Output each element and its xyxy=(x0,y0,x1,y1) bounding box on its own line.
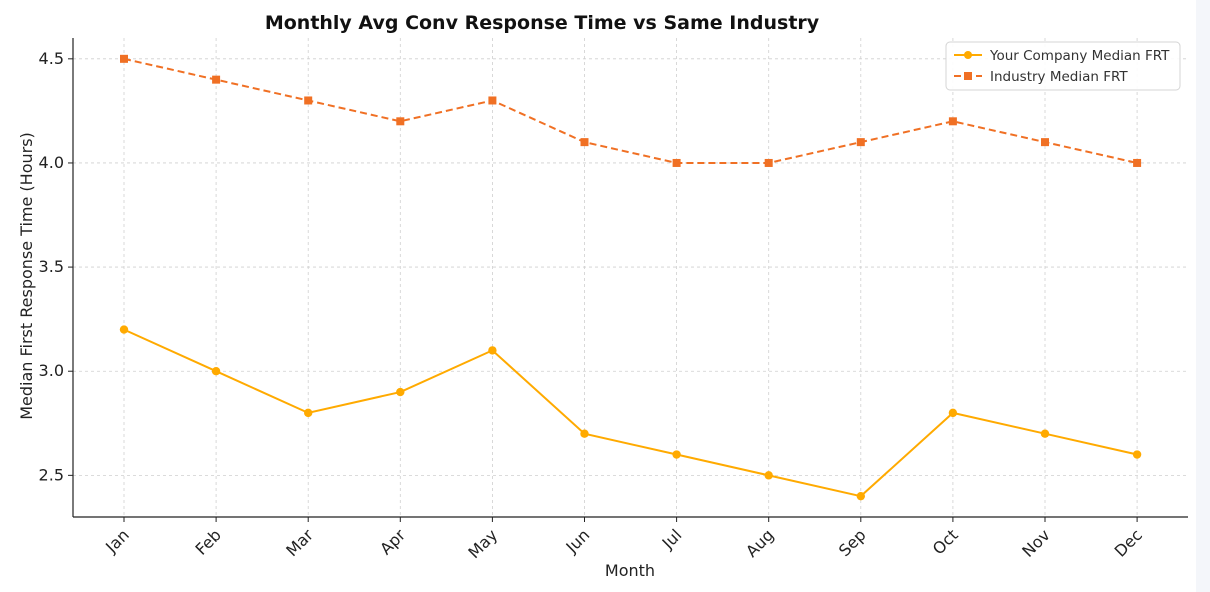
data-point xyxy=(856,138,865,147)
data-point xyxy=(764,158,773,167)
data-point xyxy=(1041,138,1049,147)
x-tick-label: Apr xyxy=(376,525,409,558)
series-line-1 xyxy=(123,328,1138,498)
data-point xyxy=(211,367,221,376)
y-tick-label: 3.0 xyxy=(39,361,64,380)
y-tick-label: 2.5 xyxy=(39,465,64,484)
data-point xyxy=(580,138,589,147)
chart-title: Monthly Avg Conv Response Time vs Same I… xyxy=(265,12,820,34)
data-point xyxy=(304,408,313,418)
x-tick-label: May xyxy=(464,525,501,562)
x-tick-label: Mar xyxy=(282,525,317,560)
x-tick-label: Jun xyxy=(562,525,594,557)
x-tick-label: Nov xyxy=(1018,525,1054,561)
data-point xyxy=(119,325,129,334)
legend-marker-2 xyxy=(964,72,972,80)
data-point xyxy=(580,429,589,438)
x-tick-label: Sep xyxy=(835,525,870,560)
grid xyxy=(73,38,1188,517)
data-point xyxy=(396,387,405,397)
data-point xyxy=(856,491,865,501)
legend-marker-1 xyxy=(964,51,972,59)
series-group xyxy=(119,54,1142,501)
data-point xyxy=(948,408,958,418)
series-line-2 xyxy=(123,57,1138,164)
data-point xyxy=(672,158,681,167)
data-point xyxy=(396,117,405,126)
y-tick-label: 3.5 xyxy=(39,257,64,276)
data-point xyxy=(1040,429,1050,438)
legend: Your Company Median FRT Industry Median F… xyxy=(945,41,1181,91)
x-tick-label: Feb xyxy=(191,525,224,558)
legend-label-2: Industry Median FRT xyxy=(990,69,1128,85)
data-point xyxy=(304,96,313,105)
data-point xyxy=(120,54,128,63)
x-ticks: Jan Feb Mar Apr May Jun Jul Aug Sep Oct Nov Dec xyxy=(101,517,1146,562)
data-point xyxy=(764,471,773,480)
data-point xyxy=(948,117,957,126)
data-point xyxy=(672,450,681,459)
data-point xyxy=(1132,450,1142,459)
data-point xyxy=(212,75,221,84)
y-ticks: 2.5 3.0 3.5 4.0 4.5 xyxy=(39,49,73,484)
x-tick-label: Jul xyxy=(658,525,686,553)
x-tick-label: Aug xyxy=(742,525,778,561)
data-point xyxy=(1133,158,1142,167)
axes xyxy=(72,38,1188,518)
y-tick-label: 4.5 xyxy=(39,49,64,68)
y-tick-label: 4.0 xyxy=(39,153,64,172)
x-axis-label: Month xyxy=(605,561,655,580)
y-axis-label: Median First Response Time (Hours) xyxy=(17,132,36,420)
data-point xyxy=(488,346,497,355)
x-tick-label: Oct xyxy=(929,525,962,558)
legend-box xyxy=(945,41,1181,91)
legend-label-1: Your Company Median FRT xyxy=(989,48,1170,64)
x-tick-label: Dec xyxy=(1111,525,1146,560)
x-tick-label: Jan xyxy=(101,525,133,557)
data-point xyxy=(488,96,497,105)
